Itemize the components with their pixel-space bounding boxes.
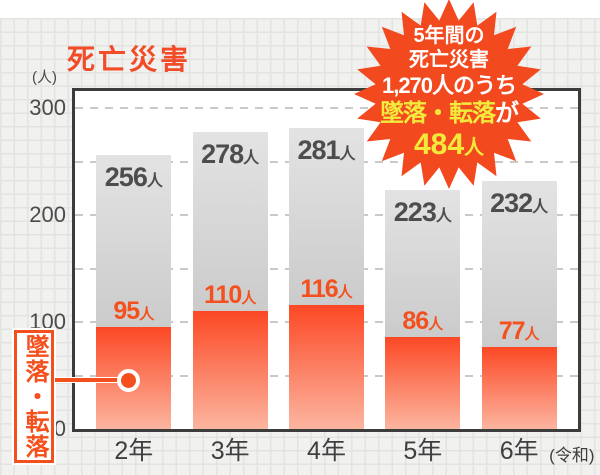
total-value-number: 278 [201,138,244,169]
badge-line-1: 5年間の [413,24,485,47]
bar-segment-total [96,155,172,328]
badge-line-3: 1,270人のうち [381,72,517,98]
total-value-label: 256人 [96,162,171,193]
fall-callout-label: 墜落・転落 [21,334,48,459]
starburst-shape [354,0,544,189]
fall-value-label: 86人 [385,307,460,336]
x-tick-2年: 2年 [84,437,184,465]
badge-value-number: 484 [413,127,465,161]
fall-value-number: 116 [300,274,338,303]
bar-segment-fall [192,311,268,429]
x-tick-label: 6年 [499,437,539,465]
total-value-number: 256 [104,162,148,193]
x-tick-4年: 4年 [277,437,377,465]
fall-value-label: 110人 [193,281,268,310]
y-tick-300: 300 [29,95,66,121]
total-value-number: 223 [393,197,437,228]
chart-title: 死亡災害 [67,44,192,75]
fall-callout-box: 墜落・転落 [14,330,54,463]
bar-segment-total [289,128,364,305]
badge-highlight: 墜落・転落 [380,99,496,127]
total-value-number: 281 [297,135,340,166]
bar-5年: 223人 86人 [385,190,461,429]
total-value-unit: 人 [243,149,260,167]
fall-value-label: 116人 [289,275,364,304]
total-value-unit: 人 [435,208,452,226]
fall-value-number: 86 [402,307,429,336]
y-tick-200: 200 [29,202,66,228]
total-value-label: 232人 [482,188,557,219]
fall-value-number: 110 [203,281,242,310]
y-axis-unit-label: (人) [32,69,57,86]
bar-4年: 281人 116人 [289,128,364,429]
bar-segment-total [481,180,557,347]
bar-6年: 232人 77人 [481,180,557,429]
x-tick-3年: 3年 [180,437,280,465]
badge-line-2: 死亡災害 [409,48,489,71]
total-value-label: 278人 [193,139,268,170]
fall-value-label: 77人 [482,317,557,346]
x-tick-label: 2年 [114,437,154,465]
x-tick-6年: 6年 (令和) [469,437,595,465]
y-tick-0: 0 [53,416,66,441]
badge-value-unit: 人 [464,136,485,159]
x-tick-5年: 5年 [373,437,473,465]
fall-value-number: 77 [498,316,526,345]
y-tick-100: 100 [29,309,66,335]
total-value-unit: 人 [146,173,163,191]
fall-value-unit: 人 [428,316,444,334]
fall-value-unit: 人 [337,283,353,301]
bar-segment-fall [289,304,364,429]
bar-2年: 256人 95人 [96,155,172,429]
total-value-unit: 人 [339,146,356,164]
badge-highlight-suffix: が [495,99,519,127]
starburst-badge-text: 5年間の 死亡災害 1,270人のうち 墜落・転落が 484人 [349,0,549,194]
badge-line-4: 墜落・転落が [380,99,519,128]
bar-segment-total [385,190,461,338]
bar-segment-fall [385,337,461,429]
bar-3年: 278人 110人 [192,131,268,429]
fall-value-unit: 人 [241,290,257,308]
fall-value-label: 95人 [96,297,171,326]
badge-value: 484人 [414,128,484,165]
bar-segment-fall [481,346,557,429]
gridline-300 [75,107,578,110]
callout-marker-dot [117,369,140,392]
total-value-label: 223人 [385,197,460,228]
fall-value-unit: 人 [139,306,155,324]
starburst-badge [354,0,544,189]
fall-value-number: 95 [113,297,140,326]
fall-value-unit: 人 [524,325,540,343]
total-value-number: 232 [490,187,533,218]
callout-connector-line [55,378,121,382]
total-value-unit: 人 [532,198,549,216]
x-tick-label: 3年 [210,437,250,465]
total-value-label: 281人 [289,135,364,166]
bar-segment-total [192,131,268,312]
plot-area: 256人 95人 278人 110人 281人 116人 223人 86人 232人 77人 [72,88,581,432]
x-tick-label: 5年 [403,437,443,465]
x-tick-label: 4年 [307,437,346,465]
era-suffix-label: (令和) [549,446,595,465]
